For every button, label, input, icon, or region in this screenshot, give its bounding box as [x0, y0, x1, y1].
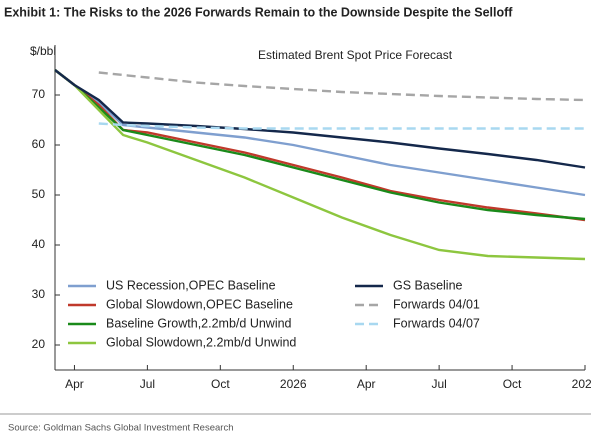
legend-label: Forwards 04/01 [393, 297, 480, 311]
y-axis-label: $/bbl [30, 44, 56, 58]
series-line [54, 69, 586, 261]
y-tick-label: 70 [32, 87, 46, 101]
legend-label: Global Slowdown,2.2mb/d Unwind [106, 335, 296, 349]
series-line [54, 69, 586, 169]
page-title: Exhibit 1: The Risks to the 2026 Forward… [4, 5, 513, 19]
series-line [98, 71, 586, 102]
y-tick-label: 40 [32, 237, 46, 251]
series-line [54, 69, 586, 221]
chart-title: Estimated Brent Spot Price Forecast [258, 48, 453, 62]
x-tick-label: Jul [140, 377, 155, 391]
x-tick-label: Oct [503, 377, 522, 391]
series-line [54, 69, 586, 222]
y-tick-label: 50 [32, 187, 46, 201]
x-tick-label: Jul [431, 377, 446, 391]
y-tick-label: 20 [32, 337, 46, 351]
legend-label: Global Slowdown,OPEC Baseline [106, 297, 293, 311]
x-tick-label: 2027 [572, 377, 591, 391]
legend-label: Baseline Growth,2.2mb/d Unwind [106, 316, 292, 330]
x-tick-label: Oct [211, 377, 230, 391]
y-tick-label: 30 [32, 287, 46, 301]
x-tick-label: Apr [357, 377, 376, 391]
legend-label: Forwards 04/07 [393, 316, 480, 330]
x-tick-label: Apr [65, 377, 84, 391]
legend-label: GS Baseline [393, 278, 463, 292]
series-line [54, 69, 586, 197]
y-tick-label: 60 [32, 137, 46, 151]
source: Source: Goldman Sachs Global Investment … [8, 423, 233, 434]
series-line [98, 122, 585, 130]
x-tick-label: 2026 [280, 377, 307, 391]
legend-label: US Recession,OPEC Baseline [106, 278, 276, 292]
